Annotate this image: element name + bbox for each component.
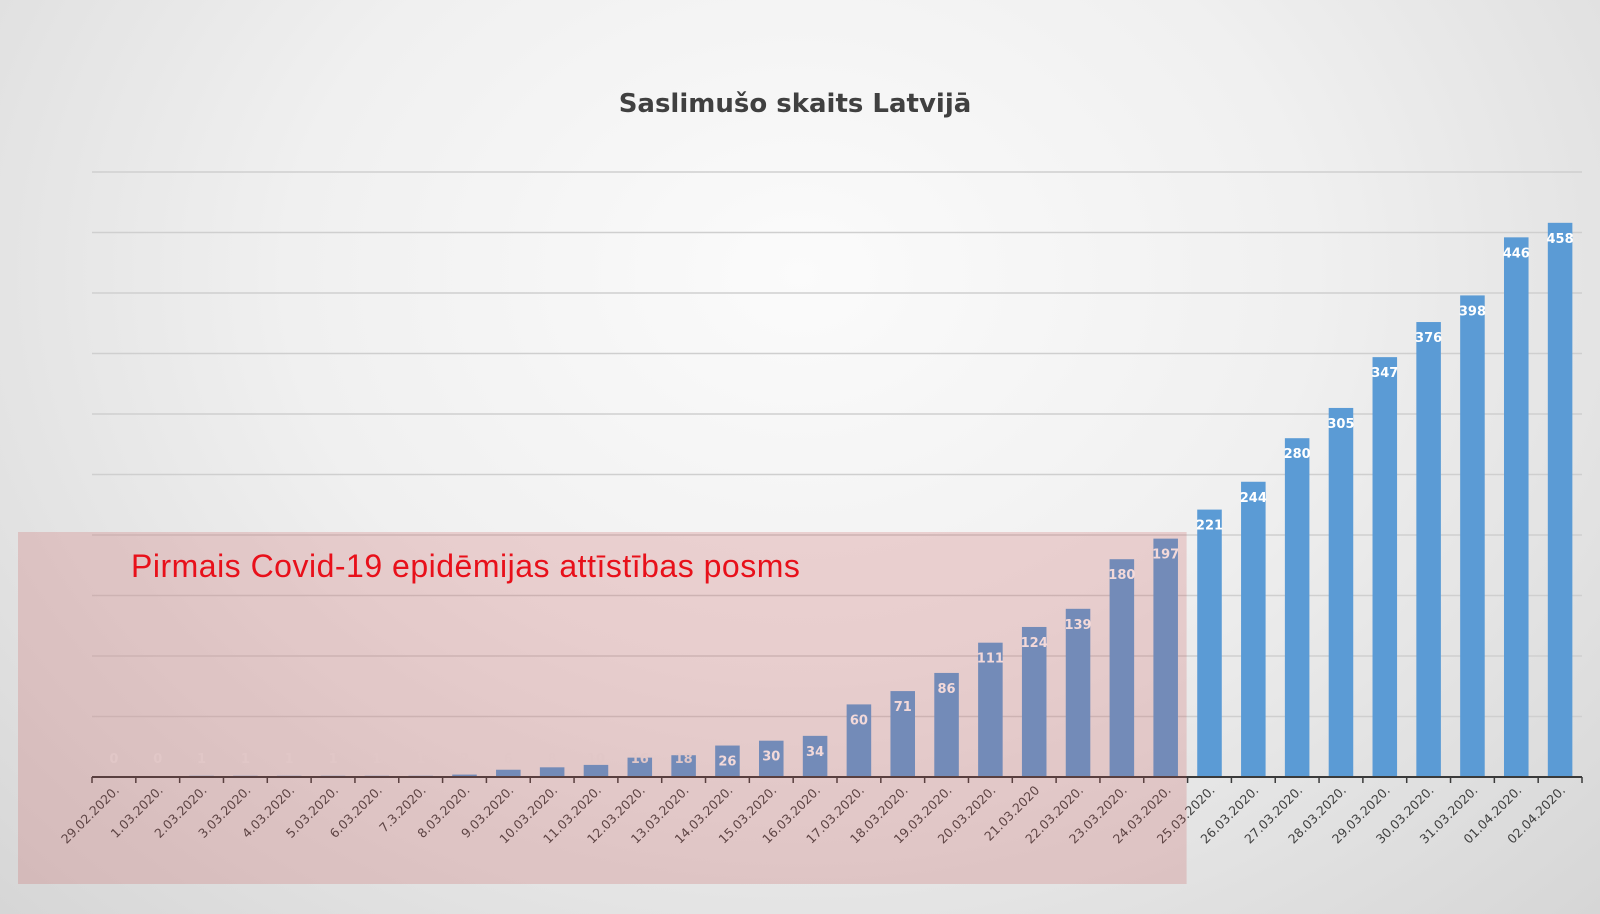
- bar-28.03.2020.: [1328, 407, 1354, 777]
- data-label: 10: [587, 752, 605, 767]
- data-label: 34: [806, 745, 824, 760]
- bar-31.03.2020.: [1460, 295, 1485, 777]
- data-label: 1: [416, 752, 425, 767]
- annotation-text: Pirmais Covid-19 epidēmijas attīstības p…: [131, 548, 800, 584]
- bar-10.03.2020.: [539, 767, 565, 777]
- data-label: 111: [977, 652, 1004, 667]
- data-label: 1: [241, 752, 250, 767]
- bars: [189, 222, 1573, 778]
- data-label: 71: [894, 700, 912, 715]
- bar-26.03.2020.: [1241, 481, 1266, 777]
- data-label: 1: [285, 752, 294, 767]
- bar-22.03.2020.: [1065, 608, 1091, 777]
- bar-19.03.2020.: [934, 672, 959, 777]
- data-label: 1: [329, 752, 338, 767]
- data-label: 197: [1152, 548, 1179, 563]
- bar-11.03.2020.: [583, 764, 609, 777]
- data-label: 347: [1371, 366, 1398, 381]
- data-label: 30: [762, 750, 780, 765]
- data-label: 1: [197, 752, 206, 767]
- data-label: 180: [1108, 568, 1135, 583]
- data-label: 60: [850, 713, 868, 728]
- bar-9.03.2020.: [496, 769, 521, 777]
- data-label: 1: [372, 752, 381, 767]
- data-label: 8: [548, 752, 557, 767]
- data-labels: 0011111126810161826303460718611112413918…: [109, 232, 1573, 770]
- bar-29.03.2020.: [1372, 357, 1398, 777]
- x-axis: [91, 776, 1583, 783]
- data-label: 18: [675, 752, 693, 767]
- data-label: 124: [1021, 636, 1048, 651]
- gridlines: [92, 171, 1582, 718]
- data-label: 86: [938, 682, 956, 697]
- bar-13.03.2020.: [671, 755, 696, 777]
- bar-15.03.2020.: [758, 740, 784, 777]
- data-label: 376: [1415, 331, 1442, 346]
- bar-14.03.2020.: [715, 745, 740, 777]
- data-label: 280: [1284, 447, 1311, 462]
- data-label: 458: [1547, 232, 1574, 247]
- bar-17.03.2020.: [846, 704, 872, 777]
- data-label: 16: [631, 752, 649, 767]
- annotation: Pirmais Covid-19 epidēmijas attīstības p…: [18, 532, 1187, 884]
- data-label: 305: [1327, 417, 1354, 432]
- bar-27.03.2020.: [1284, 438, 1310, 777]
- bar-20.03.2020.: [978, 642, 1003, 777]
- data-label: 2: [460, 752, 469, 767]
- data-label: 139: [1064, 618, 1091, 633]
- bar-16.03.2020.: [802, 735, 828, 777]
- data-label: 244: [1240, 491, 1267, 506]
- bar-18.03.2020.: [890, 691, 916, 777]
- data-label: 0: [153, 752, 162, 767]
- data-label: 6: [504, 752, 513, 767]
- data-label: 0: [109, 752, 118, 767]
- chart-title: Saslimušo skaits Latvijā: [619, 89, 972, 119]
- bar-23.03.2020.: [1109, 559, 1135, 777]
- bar-21.03.2020: [1021, 626, 1047, 777]
- annotation-region: [18, 532, 1187, 884]
- bar-30.03.2020.: [1416, 322, 1441, 777]
- bar-24.03.2020.: [1153, 538, 1178, 777]
- bar-02.04.2020.: [1547, 222, 1573, 777]
- data-label: 446: [1503, 246, 1530, 261]
- bar-25.03.2020.: [1197, 509, 1222, 777]
- data-label: 221: [1196, 519, 1223, 534]
- bar-01.04.2020.: [1503, 237, 1529, 778]
- data-label: 398: [1459, 304, 1486, 319]
- data-label: 26: [718, 755, 736, 770]
- bar-12.03.2020.: [627, 757, 653, 777]
- bar-8.03.2020.: [452, 774, 477, 777]
